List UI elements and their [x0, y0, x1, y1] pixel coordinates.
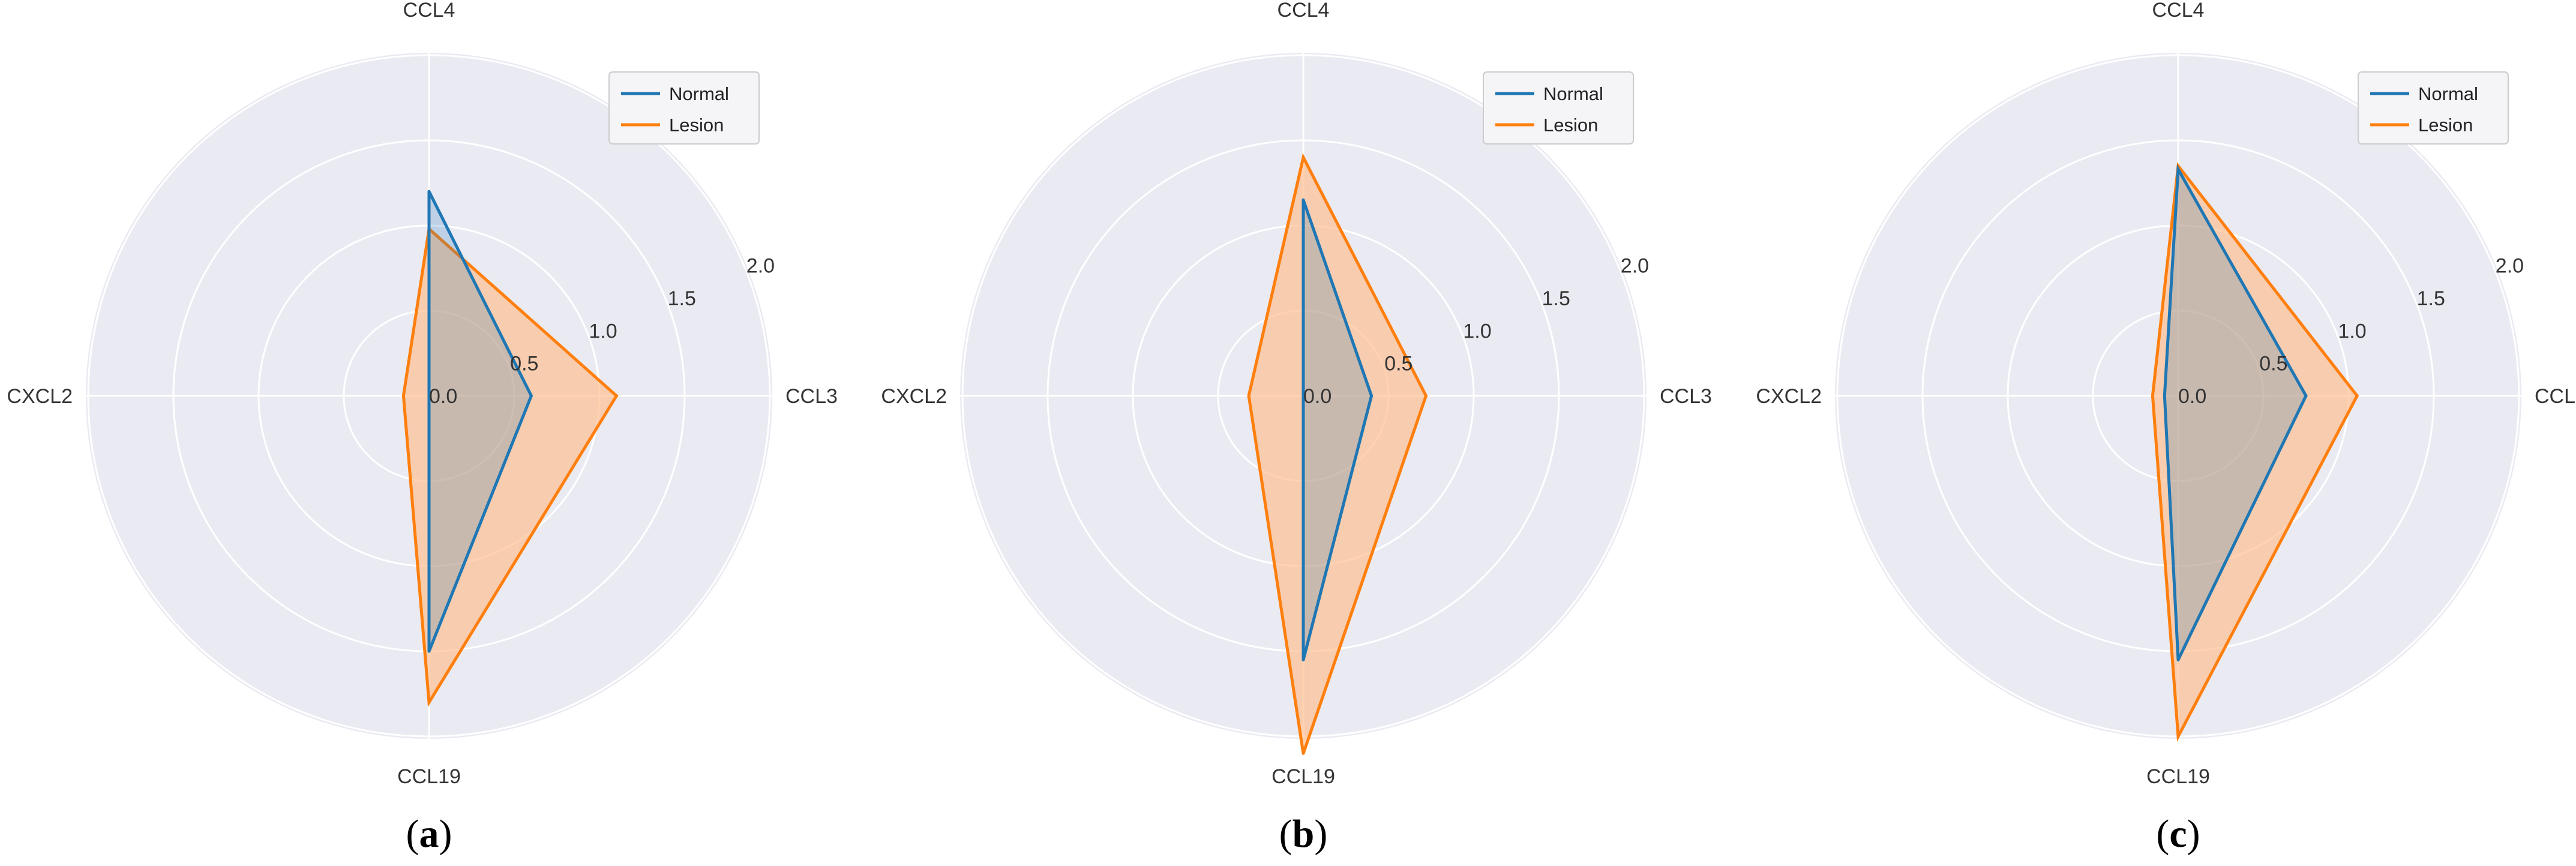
lesion-point-cxcl2	[401, 394, 405, 398]
radial-tick-label: 1.0	[2338, 320, 2366, 342]
caption-letter: a	[419, 812, 439, 856]
category-label-ccl19: CCL19	[2146, 765, 2210, 788]
legend-label-lesion: Lesion	[2418, 115, 2473, 136]
normal-point-ccl3	[529, 394, 533, 398]
normal-point-ccl19	[427, 650, 431, 653]
normal-point-ccl4	[2176, 167, 2180, 171]
lesion-point-ccl19	[2176, 735, 2180, 738]
category-label-cxcl2: CXCL2	[1756, 385, 1822, 408]
caption-open: (	[1279, 812, 1293, 856]
radar-panel-c: 0.0 0.5 1.0 1.5 2.0 CCL3 CCL4 CXCL2 CCL19 Normal L…	[1756, 0, 2576, 856]
radial-tick-label: 0.5	[1384, 353, 1413, 375]
caption-open: (	[406, 812, 419, 856]
panel-caption: (c)	[2156, 812, 2200, 856]
caption-letter: b	[1293, 812, 1315, 856]
legend: Normal Lesion	[2358, 71, 2509, 145]
radial-tick-label: 2.0	[2496, 255, 2524, 278]
legend: Normal Lesion	[1483, 71, 1634, 145]
legend-label-lesion: Lesion	[1543, 115, 1598, 136]
category-label-ccl19: CCL19	[1271, 765, 1335, 788]
category-label-cxcl2: CXCL2	[7, 385, 73, 408]
radial-tick-label: 2.0	[1621, 255, 1649, 278]
radial-tick-label: 1.5	[668, 287, 696, 310]
radar-panel-a: 0.0 0.5 1.0 1.5 2.0 CCL3 CCL4 CXCL2 CCL19 Normal L…	[7, 0, 838, 856]
legend-label-lesion: Lesion	[669, 115, 724, 136]
caption-open: (	[2156, 812, 2169, 856]
panel-caption: (b)	[1279, 812, 1328, 856]
caption-close: )	[2187, 812, 2200, 856]
lesion-point-ccl3	[614, 394, 618, 398]
caption-close: )	[439, 812, 452, 856]
normal-point-cxcl2	[1302, 394, 1305, 398]
radial-tick-label: 2.0	[746, 255, 775, 278]
radial-tick-label: 0.0	[429, 385, 457, 408]
lesion-point-cxcl2	[2151, 394, 2154, 398]
normal-point-ccl19	[2176, 658, 2180, 661]
caption-close: )	[1314, 812, 1327, 856]
lesion-point-ccl3	[2355, 394, 2359, 398]
radial-tick-label: 1.5	[1542, 287, 1570, 310]
normal-point-ccl4	[427, 190, 431, 193]
lesion-point-ccl3	[1425, 394, 1428, 398]
category-label-ccl4: CCL4	[1277, 0, 1330, 22]
normal-point-ccl3	[2304, 394, 2308, 398]
panel-caption: (a)	[406, 812, 452, 856]
category-label-ccl3: CCL3	[785, 385, 838, 408]
radial-tick-label: 1.5	[2417, 287, 2445, 310]
category-label-ccl3: CCL3	[2535, 385, 2576, 408]
radial-tick-label: 0.5	[2259, 353, 2287, 375]
legend-label-normal: Normal	[1543, 83, 1603, 104]
normal-point-cxcl2	[2163, 394, 2166, 398]
radial-tick-label: 1.0	[1463, 320, 1491, 342]
radial-tick-label: 0.0	[2178, 385, 2206, 408]
lesion-point-cxcl2	[1247, 394, 1250, 398]
radial-tick-label: 1.0	[589, 320, 617, 342]
radial-tick-label: 0.0	[1303, 385, 1332, 408]
lesion-point-ccl19	[1302, 751, 1305, 755]
category-label-ccl4: CCL4	[403, 0, 455, 22]
normal-point-ccl3	[1370, 394, 1374, 398]
legend: Normal Lesion	[608, 71, 760, 145]
normal-point-ccl4	[1302, 198, 1305, 202]
radar-panel-b: 0.0 0.5 1.0 1.5 2.0 CCL3 CCL4 CXCL2 CCL19 Normal L…	[881, 0, 1712, 856]
legend-label-normal: Normal	[2418, 83, 2478, 104]
lesion-point-ccl4	[1302, 155, 1305, 159]
caption-letter: c	[2169, 812, 2187, 856]
radial-tick-label: 0.5	[510, 353, 538, 375]
category-label-cxcl2: CXCL2	[881, 385, 947, 408]
category-label-ccl4: CCL4	[2152, 0, 2205, 22]
normal-point-cxcl2	[427, 394, 431, 398]
category-label-ccl19: CCL19	[397, 765, 461, 788]
category-label-ccl3: CCL3	[1660, 385, 1712, 408]
normal-point-ccl19	[1302, 658, 1305, 661]
lesion-point-ccl19	[427, 700, 431, 704]
legend-label-normal: Normal	[669, 83, 729, 104]
